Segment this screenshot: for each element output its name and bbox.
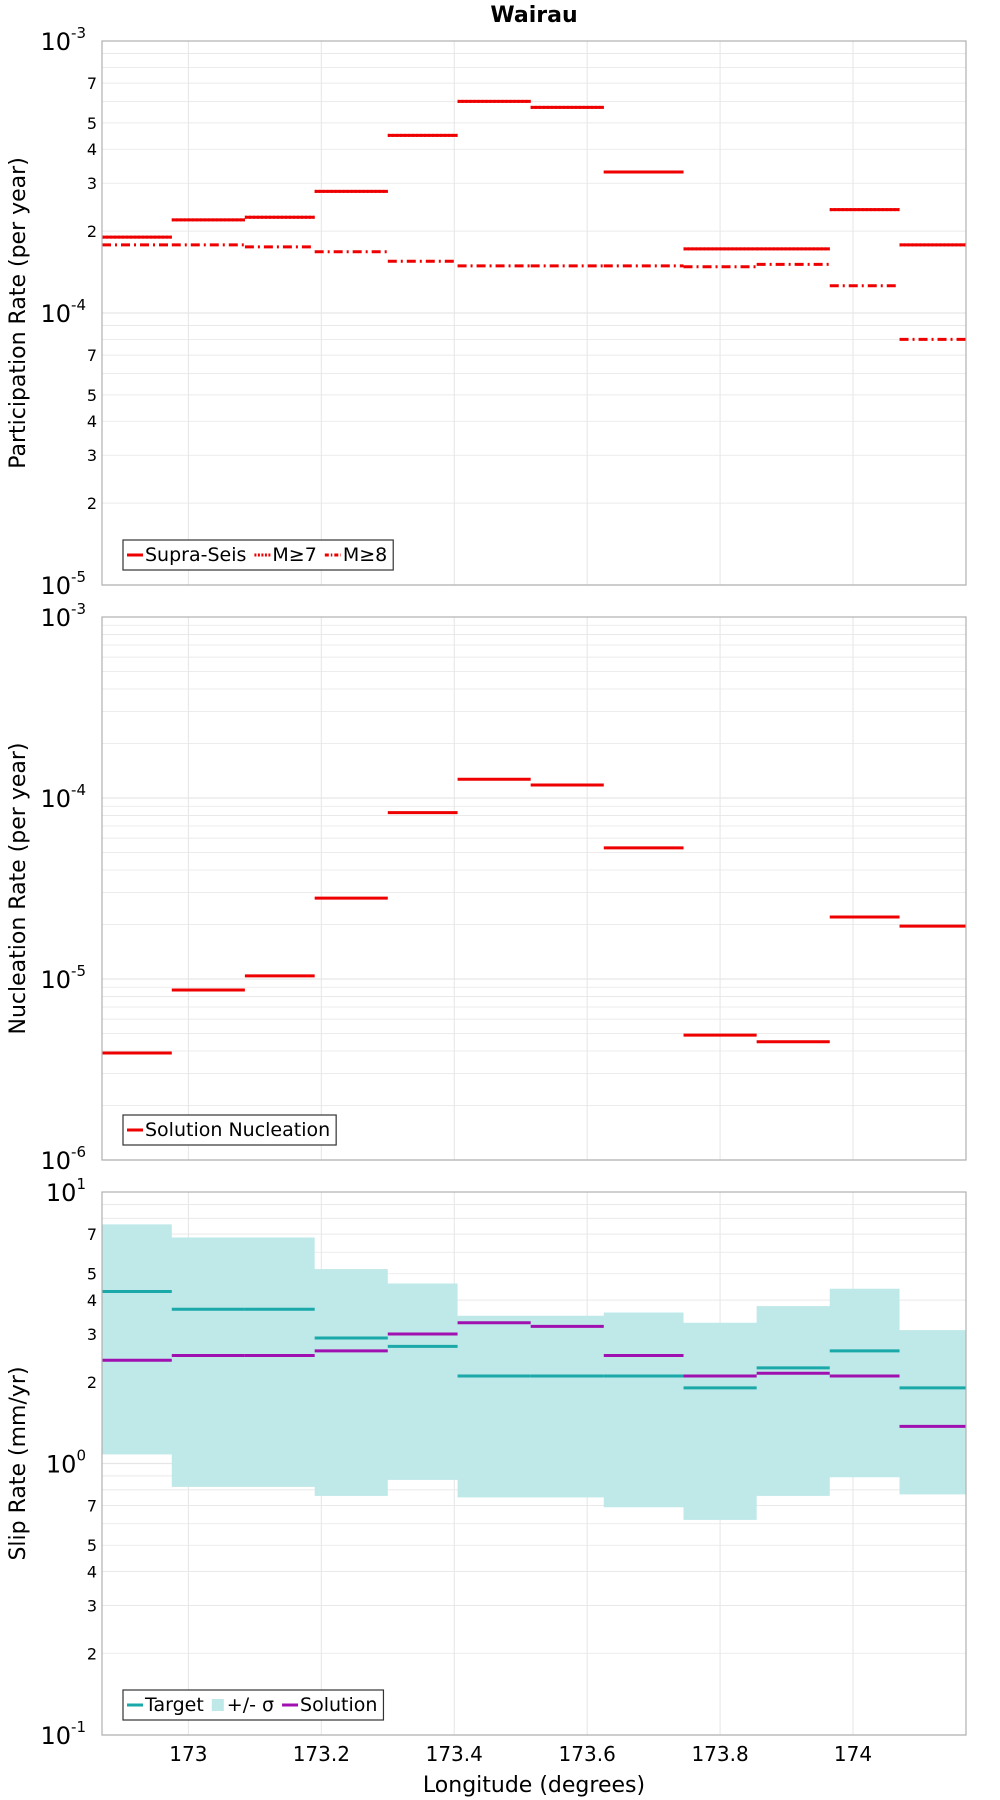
x-tick-label: 173.6 — [559, 1742, 616, 1766]
y-tick-exponent: -1 — [71, 1718, 86, 1736]
y-minor-tick-label: 5 — [87, 114, 97, 133]
y-tick-base: 10 — [40, 604, 71, 632]
y-minor-tick-label: 4 — [87, 1291, 97, 1310]
legend: Target +/- σ Solution — [122, 1689, 385, 1721]
x-axis-label: Longitude (degrees) — [423, 1773, 645, 1798]
x-tick-label: 173.8 — [691, 1742, 748, 1766]
y-minor-tick-label: 3 — [87, 174, 97, 193]
y-tick-exponent: 0 — [76, 1447, 86, 1465]
plot-frame — [101, 1191, 967, 1736]
y-tick-exponent: -3 — [71, 600, 86, 618]
series-target — [102, 1290, 966, 1390]
legend-label: +/- σ — [227, 1694, 274, 1716]
y-tick-exponent: -6 — [71, 1143, 86, 1161]
y-minor-tick-label: 4 — [87, 412, 97, 431]
y-tick-exponent: -3 — [71, 24, 86, 42]
legend-swatch — [211, 1699, 224, 1711]
legend-label: M≥7 — [272, 544, 316, 566]
y-minor-tick-label: 5 — [87, 386, 97, 405]
series-solution — [102, 1321, 966, 1428]
y-minor-tick-label: 2 — [87, 1373, 97, 1392]
plot-frame — [101, 616, 967, 1161]
series-m-7 — [102, 99, 966, 251]
plot-area — [102, 617, 966, 1160]
y-tick-base: 10 — [40, 1147, 71, 1175]
y-axis-label: Nucleation Rate (per year) — [6, 743, 31, 1035]
y-minor-tick-label: 3 — [87, 1325, 97, 1344]
legend-box — [122, 1689, 385, 1721]
legend-label: Solution — [300, 1694, 377, 1716]
legend-label: Supra-Seis — [145, 544, 246, 566]
y-tick-base: 10 — [40, 1722, 71, 1750]
y-minor-tick-label: 3 — [87, 1596, 97, 1615]
y-minor-tick-label: 7 — [87, 1225, 97, 1244]
y-minor-tick-label: 4 — [87, 1563, 97, 1582]
y-tick-base: 10 — [46, 1179, 77, 1207]
y-tick-label: 101 — [46, 1175, 86, 1207]
y-tick-label: 10-5 — [40, 962, 86, 994]
y-minor-tick-label: 2 — [87, 494, 97, 513]
legend-label: M≥8 — [343, 544, 387, 566]
y-tick-label: 10-4 — [40, 296, 86, 328]
y-tick-base: 10 — [40, 300, 71, 328]
y-tick-base: 10 — [40, 572, 71, 600]
y-axis-label: Slip Rate (mm/yr) — [6, 1366, 31, 1560]
y-minor-tick-label: 7 — [87, 346, 97, 365]
x-tick-label: 173.4 — [426, 1742, 483, 1766]
x-tick-label: 173 — [169, 1742, 207, 1766]
legend-label: Solution Nucleation — [145, 1119, 330, 1141]
y-axis-label: Participation Rate (per year) — [6, 157, 31, 469]
y-tick-base: 10 — [40, 785, 71, 813]
series-solution-nucleation — [102, 777, 966, 1055]
y-tick-label: 10-1 — [40, 1718, 86, 1750]
y-tick-base: 10 — [40, 28, 71, 56]
y-tick-exponent: -4 — [71, 781, 86, 799]
series-m-8 — [102, 243, 966, 341]
y-tick-exponent: -5 — [71, 568, 86, 586]
y-tick-exponent: -4 — [71, 296, 86, 314]
y-minor-tick-label: 4 — [87, 140, 97, 159]
legend: Supra-Seis M≥7 M≥8 — [122, 539, 394, 571]
plot-frame — [101, 40, 967, 586]
legend-label: Target — [144, 1694, 204, 1716]
y-tick-base: 10 — [40, 966, 71, 994]
x-tick-label: 174 — [834, 1742, 872, 1766]
chart-title: Wairau — [490, 3, 577, 28]
y-tick-exponent: -5 — [71, 962, 86, 980]
y-minor-tick-label: 5 — [87, 1536, 97, 1555]
y-tick-label: 100 — [46, 1447, 86, 1479]
y-tick-label: 10-3 — [40, 24, 86, 56]
y-tick-label: 10-5 — [40, 568, 86, 600]
y-tick-base: 10 — [46, 1451, 77, 1479]
y-minor-tick-label: 2 — [87, 222, 97, 241]
y-minor-tick-label: 2 — [87, 1644, 97, 1663]
y-tick-label: 10-6 — [40, 1143, 86, 1175]
legend-box — [122, 1114, 337, 1146]
legend: Solution Nucleation — [122, 1114, 337, 1146]
y-minor-tick-label: 7 — [87, 74, 97, 93]
y-tick-label: 10-3 — [40, 600, 86, 632]
y-tick-exponent: 1 — [76, 1175, 86, 1193]
x-tick-label: 173.2 — [293, 1742, 350, 1766]
y-tick-label: 10-4 — [40, 781, 86, 813]
sigma-band — [102, 1224, 966, 1520]
y-minor-tick-label: 7 — [87, 1497, 97, 1516]
y-minor-tick-label: 3 — [87, 446, 97, 465]
y-minor-tick-label: 5 — [87, 1265, 97, 1284]
